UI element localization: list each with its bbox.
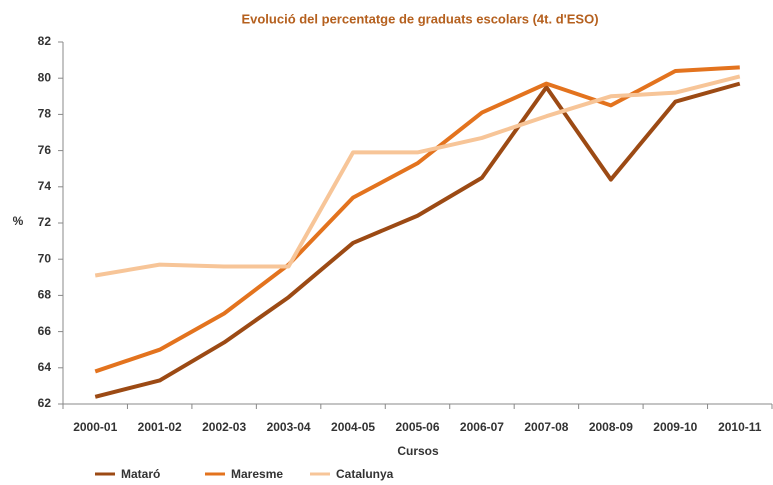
y-tick-label: 76 [38,143,52,157]
y-tick-label: 74 [38,179,52,193]
y-axis-label: % [13,214,24,228]
x-tick-label: 2002-03 [202,420,246,434]
series-line [94,74,741,278]
legend-label: Maresme [231,467,283,481]
y-tick-label: 64 [38,360,52,374]
x-tick-label: 2008-09 [589,420,633,434]
y-tick-label: 82 [38,34,52,48]
x-tick-label: 2001-02 [138,420,182,434]
y-tick-label: 72 [38,215,52,229]
y-tick-label: 62 [38,396,52,410]
y-tick-label: 66 [38,324,52,338]
y-tick-label: 80 [38,70,52,84]
legend-label: Mataró [121,467,160,481]
y-tick-label: 78 [38,107,52,121]
series-line [94,65,740,374]
x-tick-label: 2006-07 [460,420,504,434]
x-axis-label: Cursos [397,444,439,458]
x-tick-label: 2010-11 [718,420,762,434]
x-tick-label: 2007-08 [524,420,568,434]
x-tick-label: 2000-01 [73,420,117,434]
x-tick-label: 2003-04 [267,420,311,434]
x-tick-label: 2004-05 [331,420,375,434]
legend-label: Catalunya [336,467,394,481]
y-tick-label: 70 [38,251,52,265]
series-line [94,81,741,399]
x-tick-label: 2009-10 [653,420,697,434]
y-tick-label: 68 [38,288,52,302]
chart-title: Evolució del percentatge de graduats esc… [241,11,598,26]
x-tick-label: 2005-06 [395,420,439,434]
